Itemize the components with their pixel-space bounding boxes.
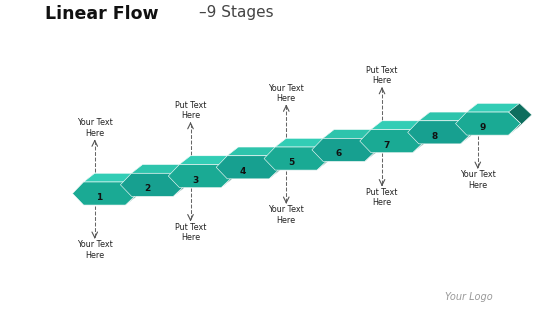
Text: Put Text
Here: Put Text Here xyxy=(175,101,206,120)
Text: Your Text
Here: Your Text Here xyxy=(268,83,304,103)
Polygon shape xyxy=(323,129,388,150)
Polygon shape xyxy=(269,147,292,179)
Text: –9 Stages: –9 Stages xyxy=(199,5,273,20)
Polygon shape xyxy=(317,138,340,170)
Polygon shape xyxy=(275,161,328,170)
Polygon shape xyxy=(264,147,329,170)
Text: Put Text
Here: Put Text Here xyxy=(366,66,398,85)
Polygon shape xyxy=(168,156,190,176)
Text: Your Text
Here: Your Text Here xyxy=(77,118,113,138)
Polygon shape xyxy=(371,121,436,141)
Polygon shape xyxy=(227,170,280,179)
Text: Your Text
Here: Your Text Here xyxy=(268,205,304,225)
Polygon shape xyxy=(456,112,521,135)
Text: 6: 6 xyxy=(336,149,342,158)
Text: 7: 7 xyxy=(384,141,390,150)
Polygon shape xyxy=(264,138,286,158)
Polygon shape xyxy=(83,196,137,205)
Text: Your Text
Here: Your Text Here xyxy=(460,170,496,190)
Polygon shape xyxy=(83,173,149,193)
Text: Your Text
Here: Your Text Here xyxy=(77,240,113,260)
Polygon shape xyxy=(460,112,484,144)
Polygon shape xyxy=(73,173,95,193)
Polygon shape xyxy=(408,112,430,132)
Text: 3: 3 xyxy=(192,176,198,185)
Polygon shape xyxy=(125,173,149,205)
Polygon shape xyxy=(179,179,232,187)
Polygon shape xyxy=(365,129,388,161)
Text: 1: 1 xyxy=(96,193,102,202)
Polygon shape xyxy=(73,182,138,205)
Polygon shape xyxy=(419,135,472,144)
Polygon shape xyxy=(120,173,185,196)
Polygon shape xyxy=(120,164,143,185)
Text: Put Text
Here: Put Text Here xyxy=(175,223,206,242)
Text: 8: 8 xyxy=(432,132,438,141)
Text: 5: 5 xyxy=(288,158,294,167)
Polygon shape xyxy=(132,187,184,196)
Text: 9: 9 xyxy=(479,123,486,132)
Text: 4: 4 xyxy=(240,167,246,176)
Polygon shape xyxy=(360,129,425,152)
Polygon shape xyxy=(456,103,478,123)
Polygon shape xyxy=(323,152,376,161)
Polygon shape xyxy=(216,147,239,167)
Polygon shape xyxy=(413,121,436,152)
Text: Linear Flow: Linear Flow xyxy=(45,5,158,23)
Polygon shape xyxy=(216,156,281,179)
Polygon shape xyxy=(174,164,197,196)
Polygon shape xyxy=(408,121,473,144)
Polygon shape xyxy=(466,103,532,123)
Polygon shape xyxy=(360,121,382,141)
Text: 2: 2 xyxy=(144,184,151,193)
Text: Put Text
Here: Put Text Here xyxy=(366,188,398,207)
Polygon shape xyxy=(312,138,377,161)
Polygon shape xyxy=(221,156,245,187)
Text: Your Logo: Your Logo xyxy=(445,292,493,302)
Polygon shape xyxy=(168,164,234,187)
Polygon shape xyxy=(227,147,292,167)
Polygon shape xyxy=(508,103,532,135)
Polygon shape xyxy=(312,129,334,150)
Polygon shape xyxy=(179,156,245,176)
Polygon shape xyxy=(419,112,484,132)
Polygon shape xyxy=(275,138,340,158)
Polygon shape xyxy=(371,144,424,152)
Polygon shape xyxy=(466,126,520,135)
Polygon shape xyxy=(132,164,197,185)
